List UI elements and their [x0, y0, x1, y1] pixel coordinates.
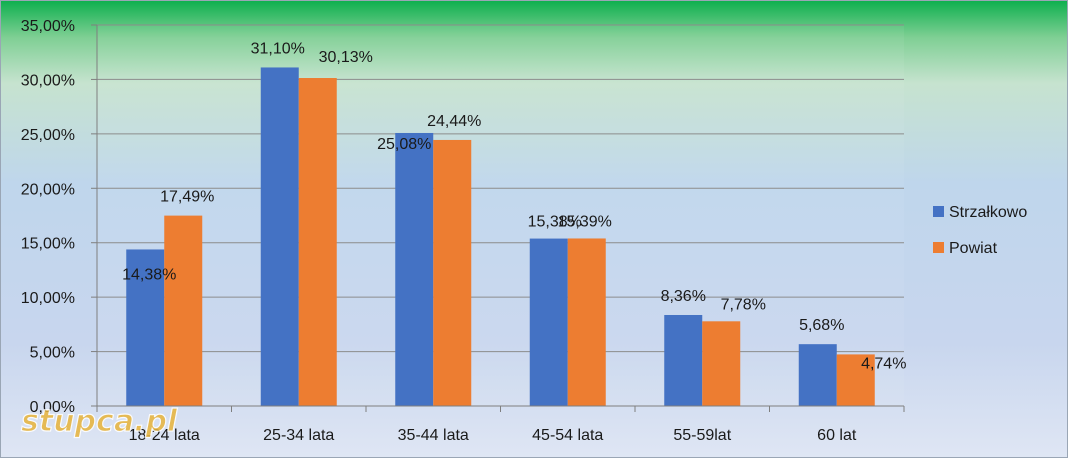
y-tick-label: 10,00% — [21, 290, 75, 307]
bar-strzalkowo — [664, 314, 703, 406]
x-tick-label: 35-44 lata — [398, 427, 469, 444]
data-label: 4,74% — [861, 355, 906, 372]
bar-powiat — [567, 238, 606, 406]
bar-strzalkowo — [395, 132, 434, 407]
data-label: 8,36% — [661, 288, 706, 305]
bars — [126, 67, 875, 407]
y-tick-label: 15,00% — [21, 236, 75, 253]
legend-swatch — [933, 242, 944, 253]
bar-powiat — [298, 78, 337, 406]
data-labels: 14,38% 31,10% 25,08% 15,38% 8,36% 5,68% 17,49%… — [122, 40, 906, 372]
bar-powiat — [433, 139, 472, 407]
bar-strzalkowo — [529, 238, 568, 406]
data-label: 5,68% — [799, 317, 844, 334]
plot-area — [97, 25, 904, 406]
legend-swatch — [933, 206, 944, 217]
x-tick-label: 25-34 lata — [263, 427, 334, 444]
data-label: 15,39% — [558, 213, 612, 230]
bar-strzalkowo — [260, 67, 299, 406]
x-tick-label: 60 lat — [817, 427, 857, 444]
x-tick-label: 18-24 lata — [129, 427, 200, 444]
legend-label: Strzałkowo — [949, 204, 1027, 221]
y-tick-label: 0,00% — [30, 399, 75, 416]
data-label: 30,13% — [319, 49, 373, 66]
bar-strzalkowo — [798, 344, 837, 406]
bar-powiat — [702, 321, 741, 406]
data-label: 15,38% — [528, 214, 582, 231]
bar-powiat — [164, 215, 203, 406]
data-label: 14,38% — [122, 266, 176, 283]
y-tick-label: 20,00% — [21, 181, 75, 198]
data-label: 17,49% — [160, 189, 214, 206]
legend: Strzałkowo Powiat — [933, 204, 1027, 257]
y-tick-label: 25,00% — [21, 127, 75, 144]
data-label: 31,10% — [251, 40, 305, 57]
y-tick-label: 5,00% — [30, 345, 75, 362]
data-label: 24,44% — [427, 113, 481, 130]
bar-strzalkowo — [126, 249, 165, 406]
gridlines — [97, 24, 904, 353]
axes: 0,00% 5,00% 10,00% 15,00% 20,00% 25,00% 30,00%… — [21, 18, 905, 444]
y-tick-label: 30,00% — [21, 72, 75, 89]
legend-label: Powiat — [949, 240, 998, 257]
bar-powiat — [836, 354, 875, 406]
data-label: 7,78% — [721, 296, 766, 313]
x-tick-label: 45-54 lata — [532, 427, 603, 444]
plot-background — [97, 25, 904, 406]
x-tick-label: 55-59lat — [673, 427, 731, 444]
data-label: 25,08% — [377, 136, 431, 153]
watermark-logo: stupca.pl — [21, 404, 178, 439]
y-tick-label: 35,00% — [21, 18, 75, 35]
